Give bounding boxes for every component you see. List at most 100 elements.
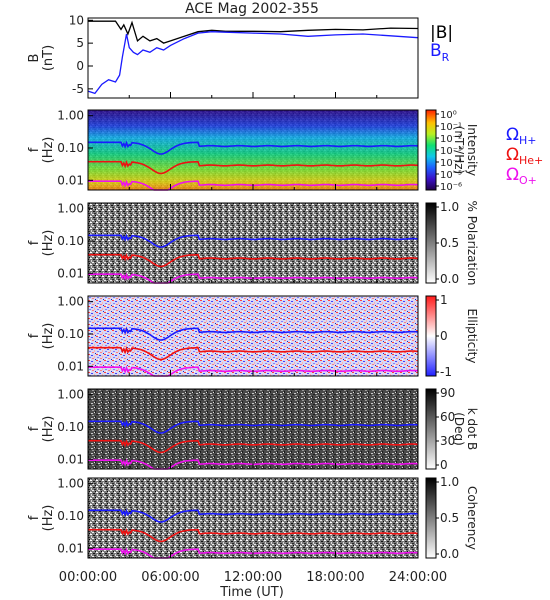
colorbar-tick-label: 0.0 — [440, 272, 459, 286]
colorbar-tick-label: 90 — [440, 386, 455, 400]
y-axis-label-symbol: f — [27, 515, 42, 520]
legend-b-radial: BR — [430, 41, 450, 64]
b-y-tick-label: -5 — [72, 82, 84, 96]
gyro-legend-o-plus: ΩO+ — [506, 165, 537, 187]
spectrogram-5 — [88, 389, 418, 469]
freq-tick-label: 1.00 — [57, 202, 84, 216]
freq-tick-label: 1.00 — [57, 477, 84, 491]
colorbar-label: Ellipticity — [465, 309, 479, 364]
x-tick-label: 12:00:00 — [224, 570, 282, 585]
colorbar-tick-label: 0.0 — [440, 547, 459, 561]
legend-b-radial-symbol: B — [430, 41, 442, 61]
y-axis-label-symbol: f — [27, 426, 42, 431]
y-axis-label-symbol: f — [27, 147, 42, 152]
colorbar-tick-label: 0 — [440, 458, 448, 472]
y-axis-label: f(Hz) — [27, 505, 56, 532]
gyro-legend-h-plus: ΩH+ — [506, 125, 537, 147]
figure-title: ACE Mag 2002-355 — [185, 1, 319, 17]
colorbar-tick-label: 10⁻³ — [440, 146, 462, 157]
y-axis-label: f(Hz) — [27, 137, 56, 164]
series-line-b-magnitude — [88, 20, 419, 44]
gyro-line-h-plus — [88, 419, 419, 434]
colorbar-label-line2: (Deg) — [452, 412, 466, 446]
b-y-tick-label: 10 — [69, 13, 84, 27]
panel-6: 1.00 0.10 0.01 1.0 0.5 0.0 Coherency f(Hz) — [27, 475, 479, 561]
colorbar-tick-label: 10⁻⁵ — [440, 170, 462, 181]
freq-tick-label: 0.01 — [57, 173, 84, 187]
panel-2: 1.000.100.0110⁰10⁻¹10⁻²10⁻³10⁻⁴10⁻⁵10⁻⁶I… — [27, 109, 543, 193]
colorbar-tick-label: -1 — [440, 365, 452, 379]
colorbar-label: Coherency — [465, 486, 479, 550]
legend-b-radial-subscript: R — [442, 51, 450, 64]
freq-tick-label: 1.00 — [57, 295, 84, 309]
colorbar-label-line1: Coherency — [465, 486, 479, 550]
y-axis-label-unit: (Hz) — [41, 137, 56, 164]
colorbar-tick-label: 10⁻² — [440, 134, 462, 145]
freq-tick-label: 0.01 — [57, 359, 84, 373]
colorbar-4 — [425, 295, 437, 377]
colorbar-tick-label: 1.0 — [440, 200, 459, 214]
b-y-tick-label: 5 — [76, 36, 84, 50]
spectrogram-3 — [88, 203, 418, 283]
gyro-legend-subscript: H+ — [519, 134, 537, 147]
colorbar-label: k dot B(Deg) — [452, 408, 479, 450]
gyro-line-h-plus — [88, 140, 419, 155]
x-tick-label: 06:00:00 — [141, 570, 199, 585]
spectrogram-6 — [88, 478, 418, 558]
freq-tick-label: 0.01 — [57, 266, 84, 280]
panel-3: 1.00 0.10 0.01 1.0 0.5 0.0 % Polarization f(Hz) — [27, 200, 479, 286]
freq-tick-label: 1.00 — [57, 109, 84, 123]
legend-b-magnitude: |B| — [430, 23, 453, 43]
gyro-line-h-plus — [88, 508, 419, 523]
y-axis-label-symbol: B — [27, 54, 42, 63]
freq-tick-label: 0.01 — [57, 452, 84, 466]
colorbar-tick-label: 0 — [440, 329, 448, 343]
panel-5: 1.00 0.10 0.01 90 60 30 0 k dot B(Deg) f(Hz) — [27, 386, 479, 472]
y-axis-label: f(Hz) — [27, 230, 56, 257]
gyro-line-he-plus — [88, 346, 419, 361]
colorbar-tick-label: 60 — [440, 410, 455, 424]
freq-tick-label: 0.10 — [57, 420, 84, 434]
gyro-legend-symbol: Ω — [506, 165, 519, 185]
y-axis-label-symbol: f — [27, 240, 42, 245]
b-y-tick-label: 0 — [76, 59, 84, 73]
freq-tick-label: 0.10 — [57, 141, 84, 155]
colorbar-label-line2: (nT²/Hz) — [452, 126, 466, 174]
colorbar-tick-label: 0.5 — [440, 511, 459, 525]
gyro-legend-he-plus: ΩHe+ — [506, 145, 543, 167]
colorbar-tick-label: 1 — [440, 293, 448, 307]
x-tick-label: 24:00:00 — [389, 570, 447, 585]
colorbar-5 — [425, 388, 437, 470]
freq-tick-label: 0.10 — [57, 234, 84, 248]
x-axis-label: Time (UT) — [219, 585, 284, 600]
colorbar-label-line1: Intensity — [465, 124, 479, 176]
gyro-line-he-plus — [88, 528, 419, 543]
gyro-legend-subscript: O+ — [519, 174, 537, 187]
gyro-line-h-plus — [88, 326, 419, 341]
colorbar-tick-label: 10⁻⁴ — [440, 158, 462, 169]
freq-tick-label: 0.10 — [57, 327, 84, 341]
y-axis-label-unit: (nT) — [41, 45, 56, 71]
freq-tick-label: 0.10 — [57, 509, 84, 523]
colorbar-6 — [425, 477, 437, 559]
gyro-legend-subscript: He+ — [519, 154, 543, 167]
spectrogram-4 — [88, 296, 418, 376]
gyro-line-he-plus — [88, 160, 419, 175]
panel-4: 1.00 0.10 0.01 1 0 -1 Ellipticity f(Hz) — [27, 293, 479, 379]
y-axis-label: B(nT) — [27, 45, 56, 71]
y-axis-label: f(Hz) — [27, 323, 56, 350]
colorbar-label: Intensity(nT²/Hz) — [452, 124, 479, 176]
gyro-legend-symbol: Ω — [506, 145, 519, 165]
colorbar-tick-label: 1.0 — [440, 475, 459, 489]
gyro-line-h-plus — [88, 233, 419, 248]
y-axis-label-unit: (Hz) — [41, 323, 56, 350]
colorbar-tick-label: 30 — [440, 434, 455, 448]
colorbar-2 — [425, 109, 437, 191]
series-line-b-radial — [87, 31, 419, 95]
time-axis: 00:00:00 06:00:00 12:00:00 18:00:00 24:00:00 — [59, 570, 447, 585]
colorbar-label-line1: Ellipticity — [465, 309, 479, 364]
gyro-line-he-plus — [88, 253, 419, 268]
y-axis-label-unit: (Hz) — [41, 416, 56, 443]
